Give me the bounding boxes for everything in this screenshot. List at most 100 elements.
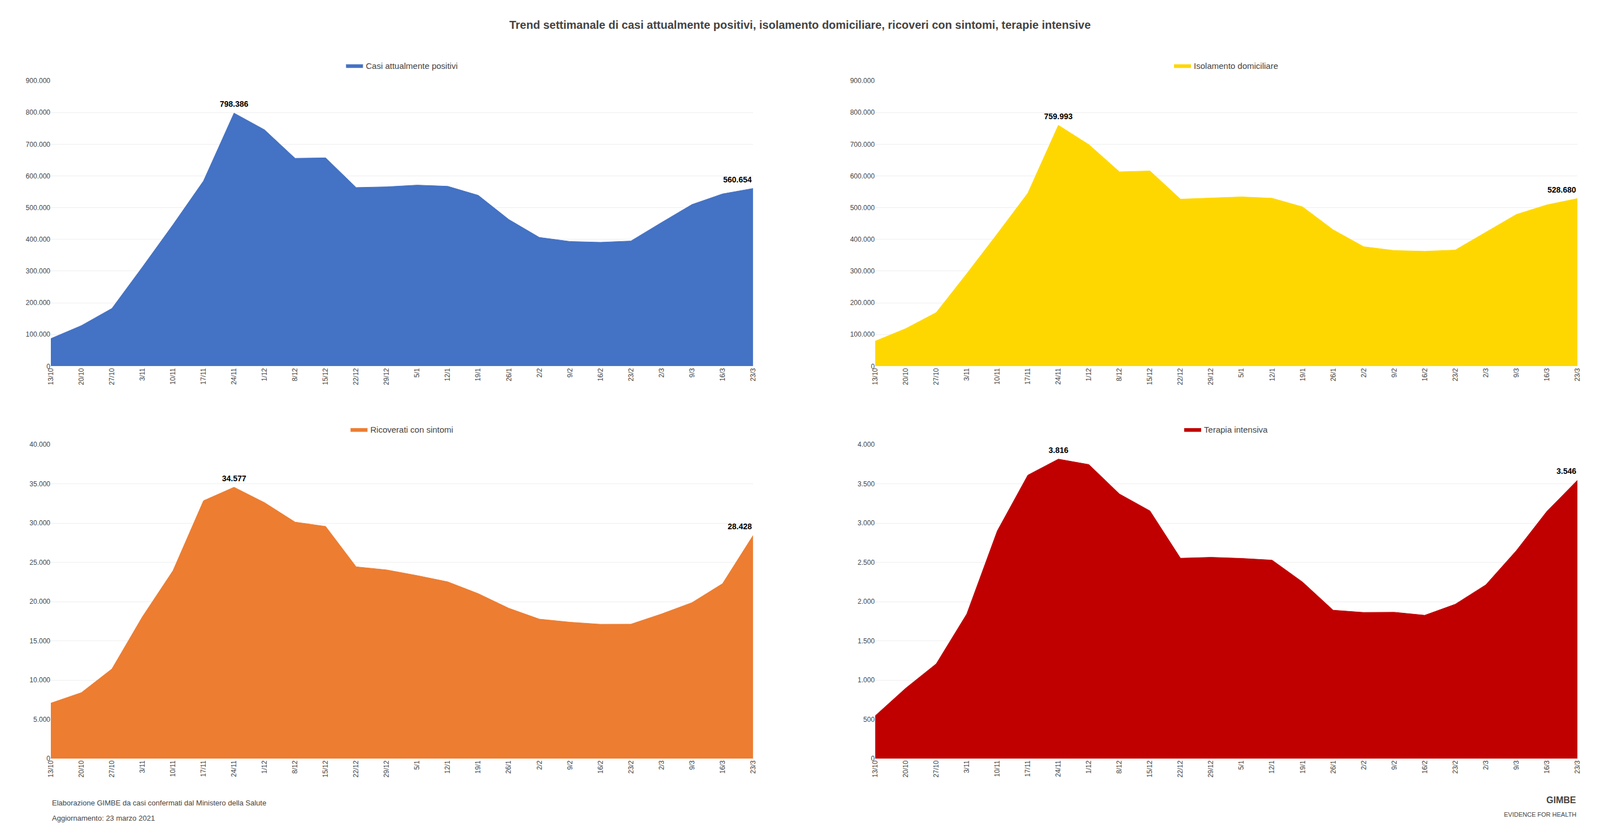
svg-text:19/1: 19/1 — [1298, 760, 1307, 775]
svg-text:30.000: 30.000 — [29, 519, 51, 528]
svg-text:2/3: 2/3 — [1481, 760, 1490, 771]
svg-text:2/3: 2/3 — [657, 367, 666, 378]
svg-text:900.000: 900.000 — [850, 76, 876, 85]
svg-text:27/10: 27/10 — [107, 367, 116, 385]
svg-text:16/2: 16/2 — [596, 367, 605, 382]
svg-text:24/11: 24/11 — [1054, 760, 1063, 777]
svg-text:560.654: 560.654 — [723, 175, 752, 185]
svg-text:Ricoverati con sintomi: Ricoverati con sintomi — [370, 424, 454, 435]
svg-text:29/12: 29/12 — [1206, 760, 1215, 778]
svg-text:12/1: 12/1 — [1268, 760, 1277, 775]
svg-text:GIMBE: GIMBE — [1546, 795, 1577, 806]
svg-text:Casi attualmente positivi: Casi attualmente positivi — [365, 61, 458, 71]
svg-text:28.428: 28.428 — [727, 522, 752, 532]
svg-text:13/10: 13/10 — [46, 760, 55, 778]
svg-text:9/3: 9/3 — [688, 760, 697, 771]
svg-text:8/12: 8/12 — [290, 760, 299, 775]
svg-text:2/2: 2/2 — [1359, 760, 1368, 771]
svg-text:8/12: 8/12 — [290, 367, 299, 382]
svg-text:12/1: 12/1 — [443, 760, 452, 775]
svg-text:900.000: 900.000 — [25, 76, 51, 85]
svg-text:0: 0 — [870, 754, 875, 763]
svg-text:100.000: 100.000 — [850, 330, 876, 339]
svg-text:2/2: 2/2 — [535, 367, 544, 378]
svg-text:23/3: 23/3 — [749, 367, 758, 382]
svg-text:40.000: 40.000 — [29, 440, 51, 449]
svg-text:13/10: 13/10 — [46, 367, 55, 385]
svg-text:400.000: 400.000 — [850, 235, 876, 244]
svg-text:29/12: 29/12 — [382, 760, 391, 778]
svg-text:20/10: 20/10 — [901, 367, 910, 385]
svg-text:1/12: 1/12 — [260, 367, 269, 382]
svg-text:16/3: 16/3 — [718, 760, 727, 775]
svg-text:9/2: 9/2 — [566, 760, 575, 771]
svg-text:17/11: 17/11 — [199, 760, 208, 777]
svg-text:Elaborazione GIMBE da casi con: Elaborazione GIMBE da casi confermati da… — [51, 798, 267, 808]
svg-text:10/11: 10/11 — [993, 367, 1002, 385]
svg-text:15/12: 15/12 — [1145, 367, 1154, 385]
svg-text:400.000: 400.000 — [25, 235, 51, 244]
svg-text:20/10: 20/10 — [77, 760, 86, 778]
svg-text:9/2: 9/2 — [1390, 760, 1399, 771]
svg-text:29/12: 29/12 — [1206, 367, 1215, 385]
svg-text:16/2: 16/2 — [596, 760, 605, 775]
svg-text:12/1: 12/1 — [1268, 367, 1277, 382]
svg-text:22/12: 22/12 — [351, 760, 360, 778]
svg-text:22/12: 22/12 — [1176, 367, 1185, 385]
svg-text:20/10: 20/10 — [901, 760, 910, 778]
svg-text:24/11: 24/11 — [229, 367, 238, 385]
svg-text:17/11: 17/11 — [1023, 367, 1032, 385]
svg-text:19/1: 19/1 — [1298, 367, 1307, 382]
svg-text:3.000: 3.000 — [857, 519, 875, 528]
svg-text:4.000: 4.000 — [857, 440, 875, 449]
svg-text:22/12: 22/12 — [351, 367, 360, 385]
svg-text:9/3: 9/3 — [688, 367, 697, 378]
svg-text:700.000: 700.000 — [25, 140, 51, 149]
svg-text:100.000: 100.000 — [25, 330, 51, 339]
svg-text:Terapia intensiva: Terapia intensiva — [1203, 424, 1268, 435]
svg-text:29/12: 29/12 — [382, 367, 391, 385]
svg-text:1/12: 1/12 — [1084, 367, 1093, 382]
svg-text:5/1: 5/1 — [412, 367, 421, 378]
svg-text:16/2: 16/2 — [1420, 367, 1429, 382]
svg-text:2/3: 2/3 — [657, 760, 666, 771]
svg-text:15.000: 15.000 — [29, 637, 51, 646]
svg-text:3.500: 3.500 — [857, 480, 875, 489]
svg-text:16/3: 16/3 — [718, 367, 727, 382]
svg-text:27/10: 27/10 — [932, 760, 941, 778]
svg-text:EVIDENCE FOR HEALTH: EVIDENCE FOR HEALTH — [1503, 811, 1577, 819]
svg-text:23/2: 23/2 — [1451, 760, 1460, 775]
svg-text:Trend settimanale di casi attu: Trend settimanale di casi attualmente po… — [509, 18, 1091, 32]
svg-text:800.000: 800.000 — [850, 108, 876, 117]
svg-text:500.000: 500.000 — [25, 203, 51, 212]
svg-text:2/2: 2/2 — [1359, 367, 1368, 378]
svg-text:9/2: 9/2 — [566, 367, 575, 378]
svg-text:3/11: 3/11 — [138, 760, 147, 774]
svg-text:2.500: 2.500 — [857, 558, 875, 567]
svg-text:19/1: 19/1 — [474, 760, 482, 775]
svg-text:300.000: 300.000 — [850, 267, 876, 276]
svg-text:10/11: 10/11 — [168, 367, 177, 385]
svg-text:8/12: 8/12 — [1115, 760, 1124, 775]
svg-text:10/11: 10/11 — [993, 760, 1002, 777]
svg-text:23/3: 23/3 — [749, 760, 758, 775]
svg-text:13/10: 13/10 — [871, 367, 880, 385]
svg-text:15/12: 15/12 — [321, 367, 330, 385]
svg-text:20/10: 20/10 — [77, 367, 86, 385]
svg-text:23/2: 23/2 — [627, 760, 636, 775]
svg-text:25.000: 25.000 — [29, 558, 51, 567]
svg-text:500: 500 — [863, 715, 875, 724]
svg-text:5/1: 5/1 — [412, 760, 421, 771]
svg-text:528.680: 528.680 — [1547, 185, 1577, 195]
svg-text:200.000: 200.000 — [25, 298, 51, 307]
svg-text:1.500: 1.500 — [857, 637, 875, 646]
svg-text:20.000: 20.000 — [29, 597, 51, 606]
svg-text:600.000: 600.000 — [850, 172, 876, 181]
svg-text:17/11: 17/11 — [1023, 760, 1032, 777]
svg-text:2/3: 2/3 — [1481, 367, 1490, 378]
svg-text:Aggiornamento: 23 marzo 2021: Aggiornamento: 23 marzo 2021 — [51, 814, 155, 823]
svg-text:15/12: 15/12 — [1145, 760, 1154, 778]
svg-text:15/12: 15/12 — [321, 760, 330, 778]
svg-text:3.546: 3.546 — [1556, 466, 1577, 476]
svg-text:27/10: 27/10 — [932, 367, 941, 385]
